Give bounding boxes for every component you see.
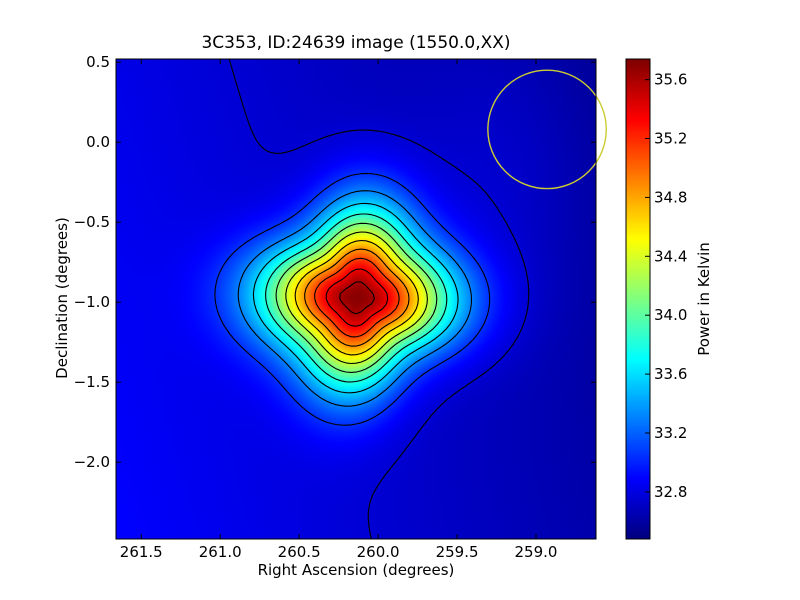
contour-line-10	[325, 268, 389, 327]
contour-line-7	[294, 239, 419, 356]
x-tick-label: 260.5	[278, 543, 321, 561]
y-tick-label: −1.0	[74, 293, 110, 311]
colorbar-axis: 32.8 33.2 33.6 34.0 34.4 34.8 35.2 35.6	[645, 71, 687, 501]
y-tick-label: 0.0	[86, 133, 110, 151]
contour-lines	[214, 59, 530, 539]
y-tick-label: −2.0	[74, 453, 110, 471]
x-tick-label: 260.0	[357, 543, 400, 561]
contour-line-5	[275, 222, 438, 373]
colorbar-tick-label: 34.0	[654, 306, 687, 324]
contour-line-8	[304, 248, 410, 347]
colorbar-tick-label: 33.6	[654, 365, 687, 383]
x-axis: 261.5 261.0 260.5 260.0 259.5 259.0	[120, 59, 558, 561]
x-tick-label: 259.0	[515, 543, 558, 561]
contour-line-4	[265, 213, 448, 383]
x-axis-label: Right Ascension (degrees)	[257, 561, 455, 579]
contour-line-0	[228, 59, 530, 539]
contour-line-1	[214, 172, 491, 426]
y-tick-label: −1.5	[74, 373, 110, 391]
plot-frame	[115, 58, 597, 540]
x-tick-label: 261.0	[199, 543, 242, 561]
contour-line-3	[252, 202, 459, 394]
colorbar-tick-label: 35.2	[654, 130, 687, 148]
x-tick-label: 261.5	[120, 543, 163, 561]
heatmap-image	[116, 59, 596, 539]
colorbar-tick-label: 35.6	[654, 71, 687, 89]
x-tick-label: 259.5	[436, 543, 479, 561]
y-tick-label: 0.5	[86, 53, 110, 71]
contour-line-11	[339, 281, 375, 315]
y-tick-label: −0.5	[74, 213, 110, 231]
beam-circle	[487, 69, 607, 190]
y-axis: 0.5 0.0 −0.5 −1.0 −1.5 −2.0	[74, 53, 596, 471]
colorbar-tick-label: 34.8	[654, 188, 687, 206]
contour-line-9	[314, 257, 400, 338]
colorbar-tick-label: 34.4	[654, 247, 687, 265]
colorbar-frame	[625, 58, 651, 540]
colorbar-gradient	[626, 59, 650, 539]
contour-line-2	[237, 190, 473, 407]
colorbar-tick-label: 33.2	[654, 424, 687, 442]
chart-title: 3C353, ID:24639 image (1550.0,XX)	[201, 33, 511, 53]
contour-line-6	[285, 231, 428, 365]
colorbar-tick-label: 32.8	[654, 483, 687, 501]
